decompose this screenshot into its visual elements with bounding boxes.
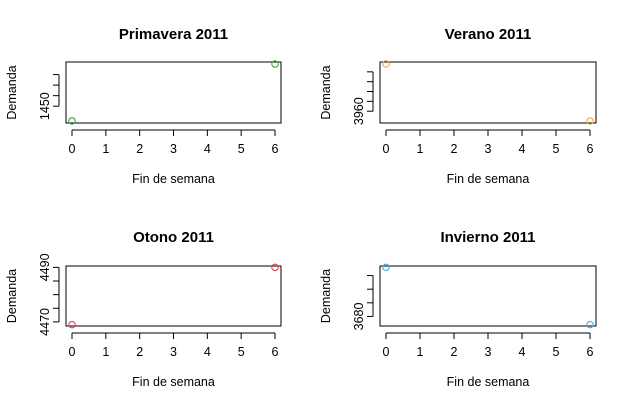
x-tick-label: 0	[383, 142, 390, 156]
x-axis: 0 1 2 3 4 5 6	[69, 129, 279, 156]
x-tick-label: 6	[272, 142, 279, 156]
x-tick-label: 2	[136, 345, 143, 359]
x-tick-label: 0	[69, 142, 76, 156]
x-tick-label: 3	[170, 345, 177, 359]
plot-frame	[65, 61, 282, 124]
x-tick-label: 4	[204, 142, 211, 156]
chart-title: Invierno 2011	[440, 229, 535, 246]
x-axis-title: Fin de semana	[447, 172, 530, 186]
data-point	[382, 263, 390, 272]
y-tick-label: 1450	[38, 92, 52, 120]
y-axis: 4470 4490	[38, 253, 60, 336]
chart-title: Otono 2011	[133, 229, 214, 246]
x-axis-title: Fin de semana	[447, 375, 530, 389]
x-tick-label: 6	[587, 345, 594, 359]
x-tick-label: 5	[553, 142, 560, 156]
y-tick-label: 3680	[352, 303, 366, 331]
y-axis: 1450	[38, 74, 60, 120]
x-tick-label: 6	[272, 345, 279, 359]
x-tick-label: 2	[136, 142, 143, 156]
y-axis-title: Demanda	[5, 65, 19, 119]
x-tick-label: 3	[170, 142, 177, 156]
y-axis: 3680	[352, 275, 374, 331]
chart-title: Primavera 2011	[119, 26, 228, 43]
x-tick-label: 6	[587, 142, 594, 156]
x-axis: 0 1 2 3 4 5 6	[383, 332, 594, 359]
y-axis: 3960	[352, 71, 374, 125]
x-tick-label: 5	[238, 345, 245, 359]
x-tick-label: 5	[238, 142, 245, 156]
x-axis-title: Fin de semana	[132, 172, 215, 186]
x-tick-label: 4	[519, 345, 526, 359]
y-axis-title: Demanda	[5, 269, 19, 323]
x-tick-label: 4	[519, 142, 526, 156]
data-point	[271, 263, 279, 272]
y-tick-label: 3960	[352, 97, 366, 125]
data-point	[68, 320, 76, 329]
data-point	[586, 320, 594, 329]
x-tick-label: 2	[451, 345, 458, 359]
x-tick-label: 1	[102, 142, 109, 156]
x-tick-label: 2	[451, 142, 458, 156]
data-point	[586, 117, 594, 125]
y-tick-label: 4490	[38, 253, 52, 281]
x-tick-label: 4	[204, 345, 211, 359]
x-axis: 0 1 2 3 4 5 6	[383, 129, 594, 156]
data-point	[271, 60, 279, 68]
x-axis: 0 1 2 3 4 5 6	[69, 332, 279, 359]
plot-frame	[379, 61, 597, 124]
y-axis-title: Demanda	[319, 65, 333, 119]
x-axis-title: Fin de semana	[132, 375, 215, 389]
y-tick-label: 4470	[38, 308, 52, 336]
plot-frame	[65, 265, 282, 327]
x-tick-label: 5	[553, 345, 560, 359]
panel-primavera: Primavera 2011 0 1 2 3 4 5 6 Fin de semana 1450 De…	[5, 26, 282, 186]
x-tick-label: 1	[417, 142, 424, 156]
x-tick-label: 0	[383, 345, 390, 359]
plot-frame	[379, 265, 597, 327]
chart-title: Verano 2011	[445, 26, 532, 43]
data-point	[68, 117, 76, 125]
x-tick-label: 3	[485, 345, 492, 359]
panel-otono: Otono 2011 0 1 2 3 4 5 6 Fin de semana 4470 4490 De…	[5, 229, 282, 389]
x-tick-label: 1	[102, 345, 109, 359]
x-tick-label: 0	[69, 345, 76, 359]
x-tick-label: 1	[417, 345, 424, 359]
x-tick-label: 3	[485, 142, 492, 156]
panel-invierno: Invierno 2011 0 1 2 3 4 5 6 Fin de semana 3680 Dem…	[319, 229, 597, 389]
y-axis-title: Demanda	[319, 269, 333, 323]
panel-verano: Verano 2011 0 1 2 3 4 5 6 Fin de semana 3960 Deman…	[319, 26, 597, 186]
data-point	[382, 60, 390, 68]
